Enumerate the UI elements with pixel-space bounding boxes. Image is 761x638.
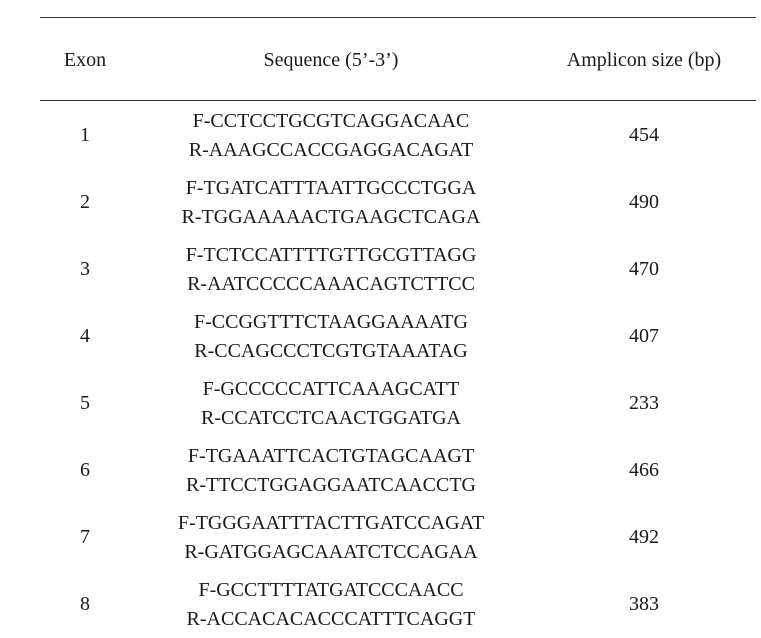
table-row: 5 F-GCCCCCATTCAAAGCATT R-CCATCCTCAACTGGA… bbox=[40, 370, 756, 437]
sequence-cell: F-CCTCCTGCGTCAGGACAAC R-AAAGCCACCGAGGACA… bbox=[130, 102, 532, 169]
reverse-primer: R-AAAGCCACCGAGGACAGAT bbox=[188, 138, 474, 161]
amplicon-size-cell: 407 bbox=[629, 325, 659, 347]
forward-primer: F-CCGGTTTCTAAGGAAAATG bbox=[194, 310, 468, 333]
forward-primer: F-TGGGAATTTACTTGATCCAGAT bbox=[177, 511, 485, 534]
exon-cell: 6 bbox=[80, 459, 90, 481]
forward-primer: F-TGATCATTTAATTGCCCTGGA bbox=[185, 176, 477, 199]
forward-primer: F-GCCTTTTATGATCCCAACC bbox=[198, 578, 464, 601]
reverse-primer: R-ACCACACACCCATTTCAGGT bbox=[186, 607, 476, 630]
table-row: 6 F-TGAAATTCACTGTAGCAAGT R-TTCCTGGAGGAAT… bbox=[40, 437, 756, 504]
amplicon-size-cell: 383 bbox=[629, 593, 659, 615]
reverse-primer: R-AATCCCCCAAACAGTCTTCC bbox=[187, 272, 475, 295]
sequence-cell: F-TCTCCATTTTGTTGCGTTAGG R-AATCCCCCAAACAG… bbox=[130, 236, 532, 303]
forward-primer: F-CCTCCTGCGTCAGGACAAC bbox=[192, 109, 470, 132]
exon-cell: 3 bbox=[80, 258, 90, 280]
header-rule bbox=[40, 100, 756, 101]
header-sequence: Sequence (5’-3’) bbox=[263, 49, 399, 71]
reverse-primer: R-CCATCCTCAACTGGATGA bbox=[200, 406, 462, 429]
amplicon-size-cell: 233 bbox=[629, 392, 659, 414]
amplicon-size-cell: 490 bbox=[629, 191, 659, 213]
exon-cell: 8 bbox=[80, 593, 90, 615]
forward-primer: F-TGAAATTCACTGTAGCAAGT bbox=[187, 444, 475, 467]
sequence-cell: F-GCCCCCATTCAAAGCATT R-CCATCCTCAACTGGATG… bbox=[130, 370, 532, 437]
table-row: 2 F-TGATCATTTAATTGCCCTGGA R-TGGAAAAACTGA… bbox=[40, 169, 756, 236]
exon-cell: 5 bbox=[80, 392, 90, 414]
exon-cell: 4 bbox=[80, 325, 90, 347]
amplicon-size-cell: 466 bbox=[629, 459, 659, 481]
exon-cell: 1 bbox=[80, 124, 90, 146]
sequence-cell: F-GCCTTTTATGATCCCAACC R-ACCACACACCCATTTC… bbox=[130, 571, 532, 638]
reverse-primer: R-TTCCTGGAGGAATCAACCTG bbox=[186, 473, 476, 496]
top-rule bbox=[40, 17, 756, 18]
exon-cell: 7 bbox=[80, 526, 90, 548]
reverse-primer: R-TGGAAAAACTGAAGCTCAGA bbox=[181, 205, 481, 228]
table-row: 4 F-CCGGTTTCTAAGGAAAATG R-CCAGCCCTCGTGTA… bbox=[40, 303, 756, 370]
forward-primer: F-TCTCCATTTTGTTGCGTTAGG bbox=[185, 243, 477, 266]
amplicon-size-cell: 454 bbox=[629, 124, 659, 146]
table-row: 8 F-GCCTTTTATGATCCCAACC R-ACCACACACCCATT… bbox=[40, 571, 756, 638]
header-exon: Exon bbox=[63, 49, 107, 71]
table-row: 7 F-TGGGAATTTACTTGATCCAGAT R-GATGGAGCAAA… bbox=[40, 504, 756, 571]
sequence-cell: F-TGAAATTCACTGTAGCAAGT R-TTCCTGGAGGAATCA… bbox=[130, 437, 532, 504]
reverse-primer: R-GATGGAGCAAATCTCCAGAA bbox=[184, 540, 478, 563]
table-row: 3 F-TCTCCATTTTGTTGCGTTAGG R-AATCCCCCAAAC… bbox=[40, 236, 756, 303]
amplicon-size-cell: 492 bbox=[629, 526, 659, 548]
forward-primer: F-GCCCCCATTCAAAGCATT bbox=[202, 377, 460, 400]
sequence-cell: F-TGATCATTTAATTGCCCTGGA R-TGGAAAAACTGAAG… bbox=[130, 169, 532, 236]
sequence-cell: F-CCGGTTTCTAAGGAAAATG R-CCAGCCCTCGTGTAAA… bbox=[130, 303, 532, 370]
sequence-cell: F-TGGGAATTTACTTGATCCAGAT R-GATGGAGCAAATC… bbox=[130, 504, 532, 571]
reverse-primer: R-CCAGCCCTCGTGTAAATAG bbox=[194, 339, 468, 362]
table-row: 1 F-CCTCCTGCGTCAGGACAAC R-AAAGCCACCGAGGA… bbox=[40, 102, 756, 169]
exon-cell: 2 bbox=[80, 191, 90, 213]
header-amplicon-size: Amplicon size (bp) bbox=[566, 49, 722, 71]
amplicon-size-cell: 470 bbox=[629, 258, 659, 280]
